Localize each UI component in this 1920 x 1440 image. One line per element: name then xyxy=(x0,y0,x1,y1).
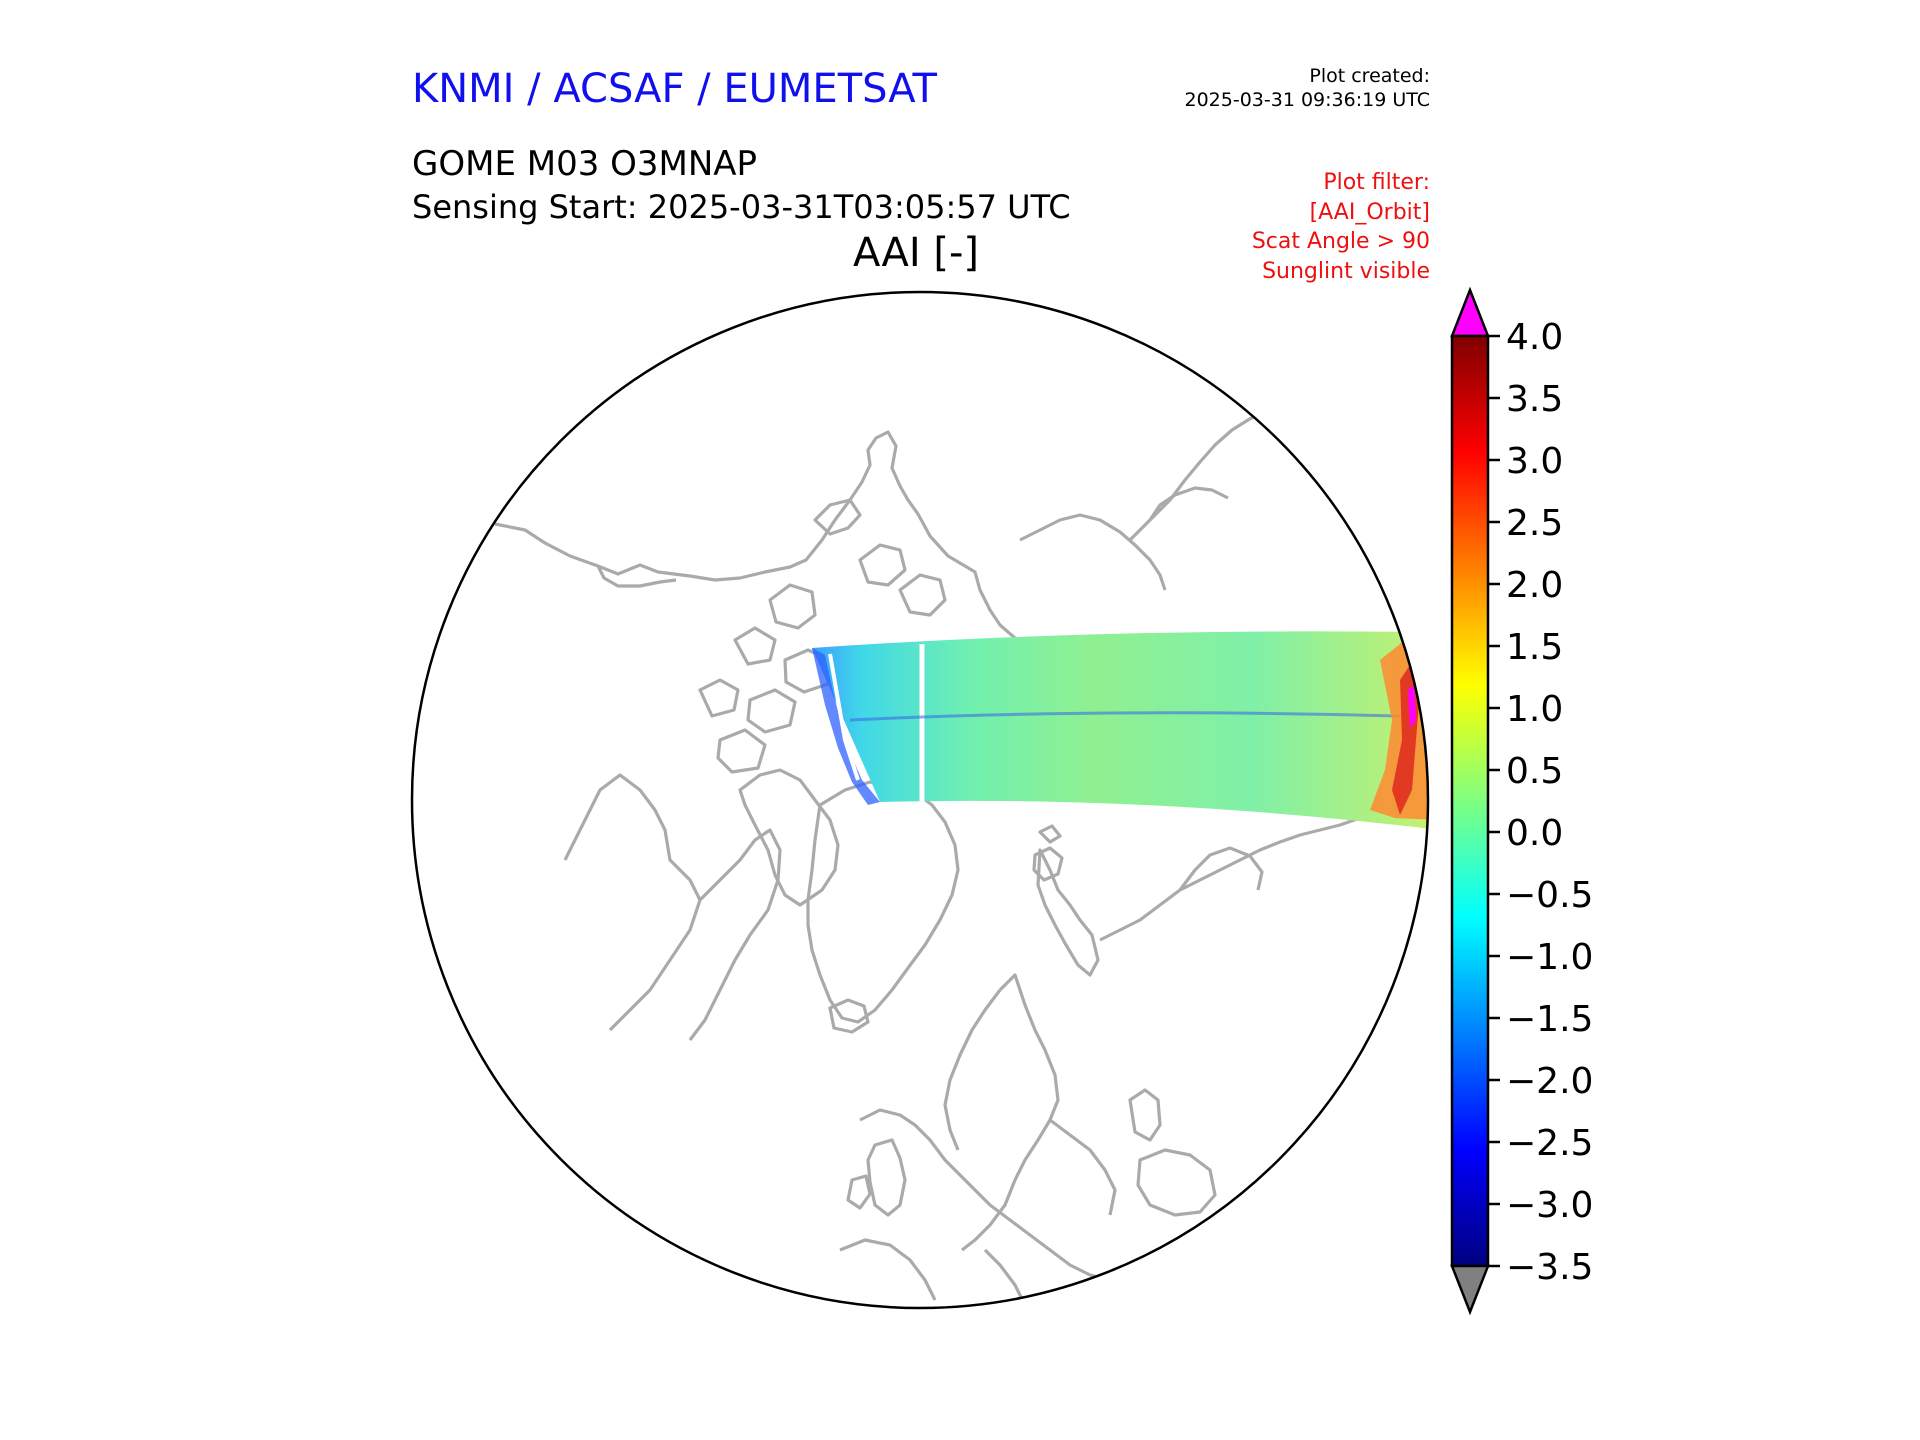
plot-filter-line: Scat Angle > 90 xyxy=(1251,229,1430,254)
coastline-chukotka xyxy=(1019,513,1167,591)
coastline-novaya-zemlya xyxy=(1036,848,1100,977)
plot-filter-line: Sunglint visible xyxy=(1262,258,1430,284)
coastline-black-sea xyxy=(1136,1148,1217,1217)
colorbar-tick-label: 2.0 xyxy=(1506,565,1563,606)
coastline-franz-josef xyxy=(1038,824,1062,844)
map-boundary xyxy=(410,290,1430,1310)
coastline-hudson-bay xyxy=(563,773,702,1032)
coastline-taymyr xyxy=(1178,846,1264,891)
colorbar-tick-label: 1.5 xyxy=(1506,627,1563,668)
colorbar-tick-label: 3.0 xyxy=(1506,441,1563,482)
coastline-scandinavia xyxy=(961,973,1060,1252)
swath-band xyxy=(812,631,1428,830)
coastline-island xyxy=(858,543,907,587)
quantity-title: AAI [-] xyxy=(853,230,979,276)
product-name: GOME M03 O3MNAP xyxy=(412,144,758,184)
coastline-norway xyxy=(943,989,1002,1151)
coastline-baltic xyxy=(1049,1118,1117,1216)
plot-filter-title: Plot filter: xyxy=(1323,170,1430,195)
colorbar-tick-label: 2.5 xyxy=(1506,503,1563,544)
coastline-britain xyxy=(866,1138,907,1217)
colorbar-tick-label: 3.5 xyxy=(1506,379,1563,420)
plot-filter: Plot filter: [AAI_Orbit] Scat Angle > 90… xyxy=(1252,168,1430,286)
coastline-caspian xyxy=(1128,1088,1162,1142)
colorbar-tick-label: −3.5 xyxy=(1506,1247,1593,1288)
colorbar: 4.0 3.5 3.0 2.5 2.0 1.5 1.0 0.5 0.0 −0.5 −1.0 −1.5 −… xyxy=(1450,286,1593,1316)
colorbar-over-arrow xyxy=(1450,286,1490,338)
colorbar-tick-label: −3.0 xyxy=(1506,1185,1593,1226)
plot-filter-line: [AAI_Orbit] xyxy=(1309,199,1430,225)
colorbar-tick-label: 0.0 xyxy=(1506,813,1563,854)
colorbar-gradient xyxy=(1450,334,1490,1268)
coastline-island xyxy=(698,678,740,718)
coastline-north-america xyxy=(494,430,1017,640)
coastline-iberia xyxy=(839,1238,937,1301)
coastlines xyxy=(494,403,1421,1306)
colorbar-tick-label: 1.0 xyxy=(1506,689,1563,730)
map-area xyxy=(494,403,1428,1306)
coastline-island xyxy=(898,573,947,617)
plot-created: Plot created: 2025-03-31 09:36:19 UTC xyxy=(1185,64,1431,112)
swath-blue-track xyxy=(849,711,1401,722)
colorbar-tick-label: −0.5 xyxy=(1506,875,1593,916)
coastline-island xyxy=(746,688,797,734)
colorbar-tick-label: −1.0 xyxy=(1506,937,1593,978)
coastline-island xyxy=(716,728,767,774)
colorbar-ticks: 4.0 3.5 3.0 2.5 2.0 1.5 1.0 0.5 0.0 −0.5 −1.0 −1.5 −… xyxy=(1488,317,1593,1288)
coastline-kamchatka xyxy=(1148,486,1229,521)
swath-edge-low xyxy=(812,648,880,805)
plot-created-time: 2025-03-31 09:36:19 UTC xyxy=(1184,89,1431,111)
swath-hotspot-max xyxy=(1408,685,1416,728)
coastline-island xyxy=(768,583,817,630)
coastline-iceland xyxy=(828,998,870,1034)
plot-created-label: Plot created: xyxy=(1309,65,1430,87)
coastline-svalbard xyxy=(1032,846,1064,882)
aai-swath xyxy=(812,631,1428,830)
coastline-island xyxy=(733,626,777,666)
colorbar-tick-label: −2.0 xyxy=(1506,1061,1593,1102)
coastline-labrador xyxy=(688,828,782,1041)
colorbar-tick-label: −1.5 xyxy=(1506,999,1593,1040)
coastline-baffin xyxy=(738,768,840,907)
coastline-ireland xyxy=(846,1174,872,1210)
coastline-island xyxy=(813,498,862,536)
colorbar-tick-label: 4.0 xyxy=(1506,317,1563,358)
colorbar-tick-label: 0.5 xyxy=(1506,751,1563,792)
sensing-start: Sensing Start: 2025-03-31T03:05:57 UTC xyxy=(412,188,1071,226)
colorbar-under-arrow xyxy=(1450,1264,1490,1316)
coastline-alaska xyxy=(596,565,677,588)
coastline-italy xyxy=(983,1248,1027,1306)
swath-edge-streak xyxy=(828,653,860,781)
organizations-title: KNMI / ACSAF / EUMETSAT xyxy=(412,66,937,112)
colorbar-tick-label: −2.5 xyxy=(1506,1123,1593,1164)
coastline-europe xyxy=(859,1108,1111,1282)
